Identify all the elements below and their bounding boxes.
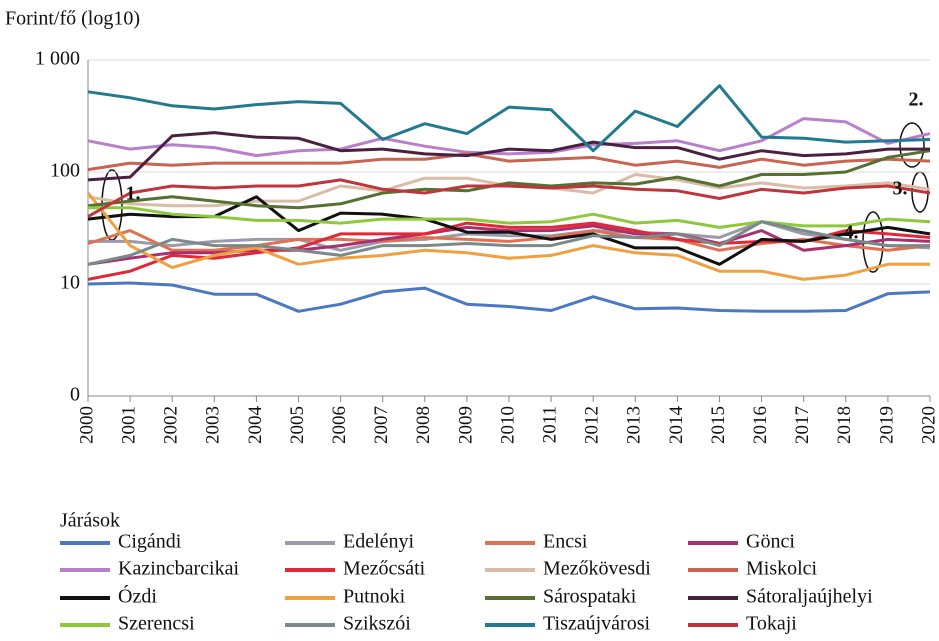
- series-line: [87, 84, 931, 153]
- legend-label: Kazincbarcikai: [118, 558, 239, 580]
- x-tick-label: 2009: [455, 406, 476, 444]
- legend-label: Tiszaújvárosi: [543, 613, 650, 635]
- series-line: [87, 195, 931, 266]
- annotation: 2.: [909, 89, 924, 111]
- series-line: [88, 220, 931, 252]
- y-tick-label: 10: [60, 272, 80, 294]
- legend-title: Járások: [60, 510, 120, 532]
- legend-label: Edelényi: [343, 531, 415, 553]
- y-tick-label: 100: [50, 160, 80, 182]
- series-line: [87, 149, 931, 210]
- x-tick-label: 2008: [413, 406, 434, 444]
- series-line: [88, 206, 931, 229]
- series-line: [87, 220, 930, 266]
- legend-label: Mezőcsáti: [343, 558, 426, 580]
- x-tick-label: 2017: [792, 406, 813, 444]
- legend-label: Ózdi: [118, 584, 157, 608]
- series-line: [87, 131, 930, 182]
- legend-label: Miskolci: [746, 558, 818, 580]
- x-tick-label: 2020: [918, 406, 939, 444]
- legend-label: Szikszói: [343, 613, 411, 635]
- x-tick-label: 2013: [624, 406, 645, 444]
- legend-label: Cigándi: [118, 531, 182, 553]
- x-tick-label: 2003: [203, 406, 224, 444]
- legend-label: Sárospataki: [543, 586, 637, 608]
- series-line: [86, 192, 930, 281]
- x-tick-label: 2011: [539, 406, 560, 443]
- annotation: 3.: [893, 178, 908, 200]
- y-tick-label: 1 000: [35, 48, 80, 70]
- x-tick-label: 2006: [329, 406, 350, 444]
- x-tick-label: 2010: [497, 406, 518, 444]
- x-tick-label: 2004: [245, 406, 266, 445]
- legend-label: Gönci: [746, 531, 795, 553]
- x-tick-label: 2007: [371, 406, 392, 444]
- legend-label: Encsi: [543, 531, 588, 553]
- annotation: 1.: [126, 183, 141, 205]
- x-tick-label: 2016: [750, 406, 771, 444]
- y-tick-label: 0: [70, 384, 80, 406]
- annotation-ellipse: [899, 122, 925, 168]
- x-tick-label: 2002: [161, 406, 182, 444]
- series-line: [87, 281, 931, 313]
- series-line: [87, 152, 931, 172]
- x-tick-label: 2000: [76, 406, 97, 444]
- x-tick-label: 2019: [876, 406, 897, 444]
- legend-label: Szerencsi: [118, 613, 195, 635]
- x-tick-label: 2018: [834, 406, 855, 444]
- legend-label: Tokaji: [746, 613, 797, 635]
- legend-label: Sátoraljaújhelyi: [746, 586, 873, 608]
- series-line: [87, 117, 931, 158]
- series-line: [87, 178, 931, 218]
- legend-label: Putnoki: [343, 586, 406, 608]
- x-tick-label: 2005: [287, 406, 308, 444]
- x-tick-label: 2015: [708, 406, 729, 444]
- annotation: 4.: [844, 222, 859, 244]
- x-tick-label: 2014: [666, 406, 687, 445]
- y-axis-label: Forint/fő (log10): [5, 8, 140, 30]
- legend-label: Mezőkövesdi: [543, 558, 651, 580]
- x-tick-label: 2012: [582, 406, 603, 444]
- x-tick-label: 2001: [118, 406, 139, 444]
